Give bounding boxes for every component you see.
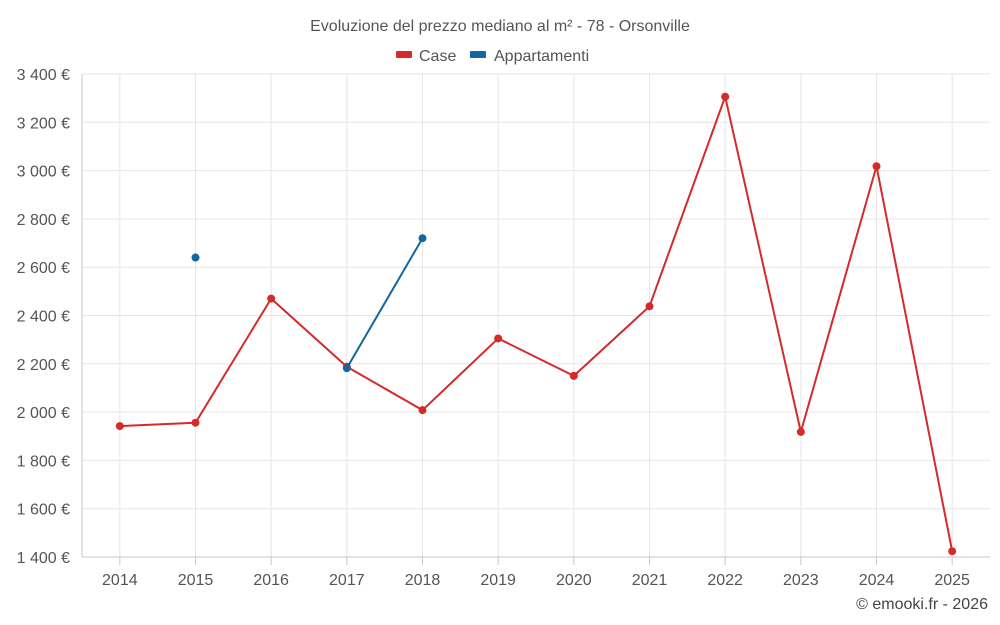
axes: 1 400 € 1 600 € 1 800 € 2 000 € 2 200 € 2 400… xyxy=(17,67,990,589)
y-tick-label: 3 400 € xyxy=(17,67,70,84)
legend-item-appartamenti[interactable]: Appartamenti xyxy=(470,48,589,65)
grid xyxy=(82,73,990,557)
data-point-appartamenti[interactable] xyxy=(191,253,200,262)
x-tick-label: 2017 xyxy=(329,572,365,589)
data-point-case[interactable] xyxy=(115,422,124,431)
y-tick-label: 1 800 € xyxy=(17,453,70,470)
credit-text: © emooki.fr - 2026 xyxy=(856,596,988,613)
data-point-case[interactable] xyxy=(721,92,730,101)
legend-item-case[interactable]: Case xyxy=(396,48,456,65)
y-tick-label: 2 400 € xyxy=(17,309,70,326)
legend: Case Appartamenti xyxy=(396,48,589,65)
y-tick-label: 2 000 € xyxy=(17,405,70,422)
y-tick-label: 3 000 € xyxy=(17,164,70,181)
legend-label-case: Case xyxy=(419,48,456,65)
y-tick-label: 2 600 € xyxy=(17,260,70,277)
data-point-case[interactable] xyxy=(796,427,805,436)
data-point-case[interactable] xyxy=(191,418,200,427)
data-point-case[interactable] xyxy=(645,302,654,311)
data-point-case[interactable] xyxy=(948,547,957,556)
x-tick-label: 2015 xyxy=(178,572,214,589)
x-tick-label: 2018 xyxy=(405,572,441,589)
x-tick-label: 2020 xyxy=(556,572,592,589)
y-tick-label: 2 200 € xyxy=(17,357,70,374)
data-point-case[interactable] xyxy=(494,334,503,343)
data-point-case[interactable] xyxy=(267,294,276,303)
chart-title: Evoluzione del prezzo mediano al m² - 78… xyxy=(310,18,690,35)
x-tick-label: 2025 xyxy=(934,572,970,589)
series xyxy=(115,92,957,556)
y-tick-label: 3 200 € xyxy=(17,115,70,132)
x-tick-label: 2014 xyxy=(102,572,138,589)
x-tick-label: 2023 xyxy=(783,572,819,589)
x-tick-label: 2024 xyxy=(859,572,895,589)
series-appartamenti xyxy=(191,234,427,373)
series-line-case xyxy=(118,95,954,553)
series-line-appartamenti xyxy=(345,237,424,370)
legend-swatch-appartamenti xyxy=(470,51,486,58)
legend-label-appartamenti: Appartamenti xyxy=(494,48,589,65)
x-tick-label: 2016 xyxy=(253,572,289,589)
data-point-case[interactable] xyxy=(872,162,881,171)
series-case xyxy=(115,92,957,556)
data-point-case[interactable] xyxy=(418,406,427,415)
y-tick-label: 1 400 € xyxy=(17,550,70,567)
x-tick-label: 2019 xyxy=(480,572,516,589)
legend-swatch-case xyxy=(396,51,412,58)
y-tick-label: 1 600 € xyxy=(17,502,70,519)
data-point-case[interactable] xyxy=(569,371,578,380)
x-tick-label: 2022 xyxy=(707,572,743,589)
data-point-appartamenti[interactable] xyxy=(342,364,351,373)
data-point-appartamenti[interactable] xyxy=(418,234,427,243)
x-tick-label: 2021 xyxy=(632,572,668,589)
y-tick-label: 2 800 € xyxy=(17,212,70,229)
